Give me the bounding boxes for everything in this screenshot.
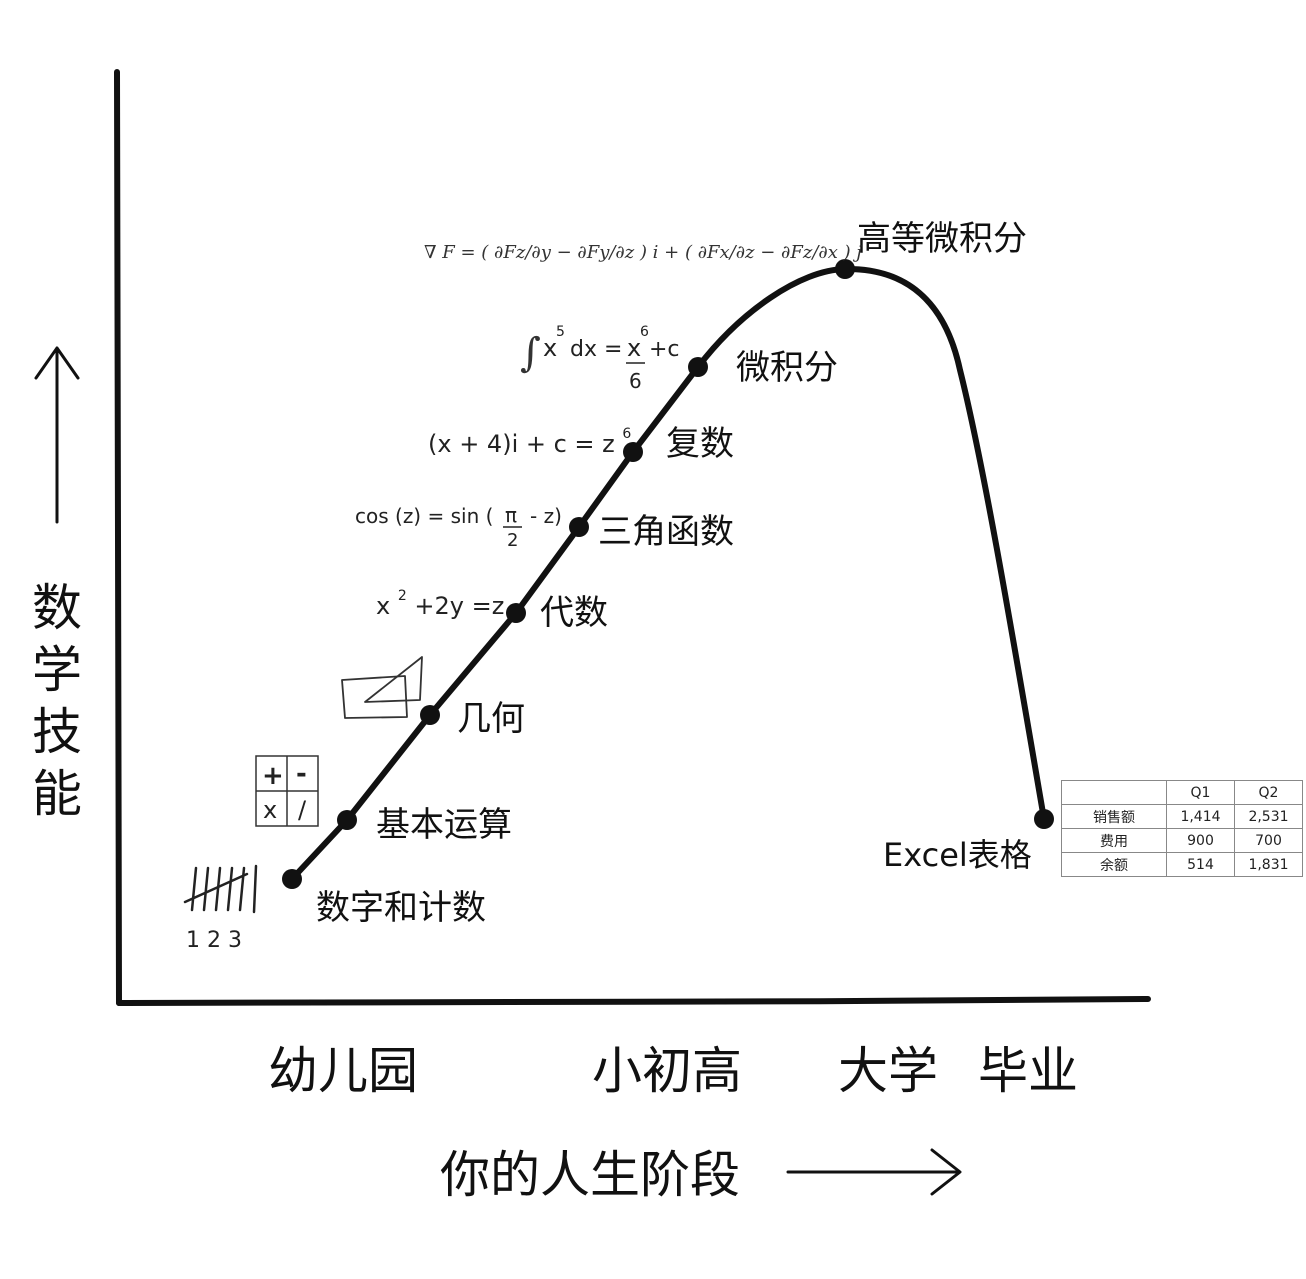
algebra-rest: +2y =z [414,592,504,620]
milestone-label: 几何 [457,699,525,739]
table-row-label: 费用 [1061,828,1167,853]
milestone-label: Excel表格 [883,836,1032,874]
complex-exp: 6 [622,426,631,442]
milestone-point [569,517,589,537]
trig-lhs: cos (z) = sin ( [355,504,493,528]
divide-sign: / [298,796,307,824]
x-tick-kindergarten: 幼儿园 [268,1042,418,1100]
table-header-cell [1061,780,1167,805]
y-axis-label-char: 数 [32,579,82,637]
milestone-label: 微积分 [736,348,838,388]
milestone-point [835,259,855,279]
times-sign: x [263,796,277,824]
milestone-label: 代数 [540,593,608,633]
table-row: 销售额 1,414 2,531 [1061,804,1303,829]
svg-text:x 2 +2y =z: x 2 +2y =z [376,578,504,620]
advanced-formula: ∇ F = ( ∂Fz/∂y − ∂Fy/∂z ) i + ( ∂Fx/∂z −… [424,242,862,263]
milestone-label: 复数 [666,424,734,464]
y-axis-label-char: 技 [32,703,82,761]
table-header-cell: Q1 [1166,780,1235,805]
table-cell: 2,531 [1234,804,1303,829]
milestone-point [506,603,526,623]
table-header-cell: Q2 [1234,780,1303,805]
milestone-point [337,810,357,830]
milestone-point [623,442,643,462]
table-header-row: Q1 Q2 [1061,780,1303,805]
calc-num-exp: 6 [640,324,649,340]
y-axis-label-char: 学 [32,641,82,699]
milestone-point [1034,809,1054,829]
tally-marks-icon [183,864,258,914]
table-row: 余额 514 1,831 [1061,852,1303,877]
complex-lhs: (x + 4)i + c = z [428,430,615,458]
milestone-label: 基本运算 [376,805,512,845]
skill-curve [289,265,1047,882]
milestone-label: 三角函数 [598,512,734,552]
algebra-exp: 2 [398,588,407,604]
table-cell: 1,831 [1234,852,1303,877]
y-arrow-icon [34,346,80,524]
plus-sign: + [262,761,284,791]
x-tick-university: 大学 [838,1042,938,1100]
milestone-label: 数字和计数 [316,888,486,928]
y-axis-label-char: 能 [32,765,82,823]
calc-dx: dx = [570,337,622,362]
x-axis [116,996,1151,1006]
milestone-point [420,705,440,725]
algebra-formula: x 2 +2y =z [376,578,504,620]
calc-plus: +c [649,337,680,362]
calc-x: x [543,334,557,362]
y-axis-label: 数学技能 [32,579,82,823]
excel-table: Q1 Q2 销售额 1,414 2,531 费用 900 700 余额 514 … [1061,780,1303,877]
x-arrow-icon [786,1148,962,1196]
table-cell: 900 [1166,828,1235,853]
table-row-label: 销售额 [1061,804,1167,829]
x-axis-label: 你的人生阶段 [440,1146,740,1204]
table-row-label: 余额 [1061,852,1167,877]
counting-example: 1 2 3 [186,928,242,953]
table-cell: 700 [1234,828,1303,853]
geometry-sketch-icon [341,656,423,719]
complex-formula: (x + 4)i + c = z 6 [428,426,631,458]
calc-den: 6 [629,369,642,393]
operations-grid: + - x / [255,755,319,827]
algebra-base: x [376,592,390,620]
milestone-label: 高等微积分 [857,219,1027,259]
x-tick-school: 小初高 [592,1042,742,1100]
table-cell: 1,414 [1166,804,1235,829]
trig-pi: π [505,503,517,527]
calc-exp: 5 [556,324,565,340]
calculus-formula: ∫ x 5 dx = x 6 6 +c [520,324,680,393]
y-axis [114,69,122,1006]
calc-integral: ∫ [520,330,541,376]
minus-sign: - [296,759,307,789]
svg-text:数学技能: 数学技能 [32,579,82,823]
milestone-point [688,357,708,377]
svg-text:(x + 4)i + c = z 6: (x + 4)i + c = z 6 [428,426,631,458]
milestone-point [282,869,302,889]
trig-formula: cos (z) = sin ( π 2 - z) [355,503,562,551]
calc-num: x [627,334,641,362]
table-row: 费用 900 700 [1061,828,1303,853]
x-tick-graduation: 毕业 [978,1042,1078,1100]
table-cell: 514 [1166,852,1235,877]
trig-den: 2 [507,530,518,551]
trig-rhs: - z) [530,504,562,528]
